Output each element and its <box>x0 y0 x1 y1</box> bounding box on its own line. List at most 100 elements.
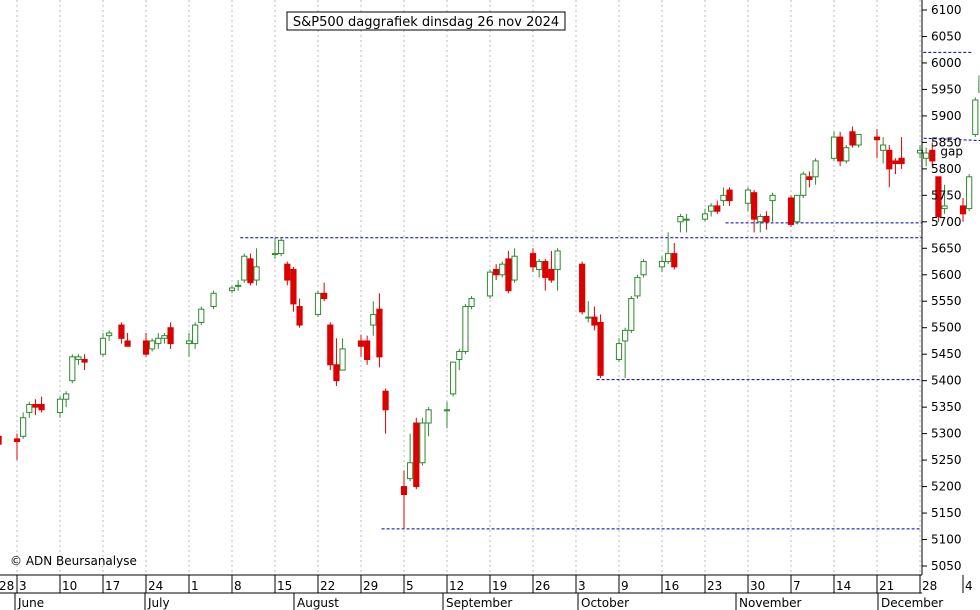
x-day-label: 10 <box>62 579 77 593</box>
x-day-label: 9 <box>621 579 629 593</box>
candle-body <box>978 75 980 93</box>
candle-down <box>542 258 549 291</box>
y-tick-label: 5900 <box>931 109 962 123</box>
candle-body <box>916 149 924 154</box>
candle-body <box>167 327 174 345</box>
y-tick-label: 5200 <box>931 480 962 494</box>
candle-up <box>757 213 764 233</box>
vertical-gridlines <box>16 0 921 575</box>
candle-up <box>800 171 807 198</box>
candle-up <box>370 301 377 336</box>
candle-body <box>419 422 426 464</box>
candle-down <box>671 242 678 270</box>
candle-up <box>198 306 205 326</box>
candle-body <box>228 287 236 292</box>
candle-up <box>812 158 819 185</box>
candle-down <box>929 142 936 167</box>
candle-body <box>855 133 862 146</box>
candle-down <box>124 333 131 347</box>
candle-body <box>542 261 549 278</box>
candle-up <box>923 147 930 167</box>
candle-up <box>75 354 82 365</box>
candle-body <box>720 194 727 202</box>
candle-body <box>370 313 377 326</box>
y-tick-label: 5850 <box>931 135 962 149</box>
candle-body <box>744 189 752 204</box>
candle-body <box>708 205 715 212</box>
candle-body <box>192 324 199 345</box>
support-line <box>921 137 980 141</box>
candle-up <box>658 256 666 273</box>
candle-body <box>622 329 629 342</box>
candle-body <box>357 340 365 347</box>
x-day-label: 3 <box>578 579 586 593</box>
candle-body <box>290 268 297 305</box>
candle-body <box>941 205 948 210</box>
candle-body <box>413 422 420 488</box>
candle-down <box>548 250 555 283</box>
candle-body <box>830 136 838 159</box>
candle-down <box>296 298 303 328</box>
candle-body <box>271 253 279 256</box>
y-tick-label: 5700 <box>931 215 962 229</box>
candle-body <box>235 284 242 287</box>
candle-down <box>714 200 721 214</box>
candles <box>0 75 980 529</box>
candle-body <box>806 176 813 180</box>
candle-up <box>278 237 285 257</box>
candle-body <box>763 216 770 223</box>
y-tick-label: 5600 <box>931 268 962 282</box>
candle-body <box>787 197 795 225</box>
candle-up <box>966 174 973 212</box>
candle-body <box>0 435 2 445</box>
candle-body <box>81 358 88 363</box>
x-day-label: 7 <box>793 579 801 593</box>
x-day-label: 24 <box>148 579 163 593</box>
x-day-label: 28 <box>0 579 14 593</box>
candle-body <box>812 160 819 178</box>
x-day-label: 30 <box>750 579 765 593</box>
candle-body <box>63 393 70 400</box>
candle-up <box>235 280 242 291</box>
candle-down <box>284 261 291 286</box>
candle-body <box>714 205 721 212</box>
x-day-label: 21 <box>879 579 894 593</box>
candle-down <box>591 306 598 331</box>
candle-down <box>333 338 340 386</box>
candle-up <box>241 253 248 283</box>
candle-body <box>529 253 537 268</box>
candle-up <box>677 213 684 233</box>
y-tick-label: 5950 <box>931 82 962 96</box>
candle-down <box>81 354 88 371</box>
candle-body <box>314 292 322 315</box>
candle-body <box>38 403 45 411</box>
candle-up <box>253 248 260 286</box>
candle-up <box>843 145 850 164</box>
candle-up <box>271 237 279 259</box>
x-month-label: July <box>147 596 170 610</box>
x-day-label: 15 <box>277 579 292 593</box>
candle-body <box>339 348 346 371</box>
y-tick-label: 6050 <box>931 29 962 43</box>
x-month-label: October <box>581 596 629 610</box>
y-tick-label: 5650 <box>931 241 962 255</box>
candle-body <box>837 136 844 162</box>
candle-body <box>155 337 162 345</box>
candle-up <box>880 137 887 164</box>
candle-body <box>769 194 776 202</box>
candle-body <box>462 306 469 353</box>
candle-up <box>830 131 838 161</box>
candle-down <box>886 145 893 188</box>
candle-body <box>106 332 113 337</box>
candle-up <box>499 261 506 278</box>
candle-body <box>468 298 475 308</box>
candle-body <box>382 390 389 411</box>
x-month-label: August <box>297 596 339 610</box>
x-axis: 28 3 10 17 24 1 8 15 22 29 5 12 19 26 3 9 16 23 30 7 14 21 28 4… <box>0 574 973 610</box>
candle-up <box>419 417 426 466</box>
candle-body <box>935 176 942 218</box>
candle-down <box>751 190 758 233</box>
candle-body <box>640 261 647 276</box>
x-month-label: June <box>17 596 44 610</box>
